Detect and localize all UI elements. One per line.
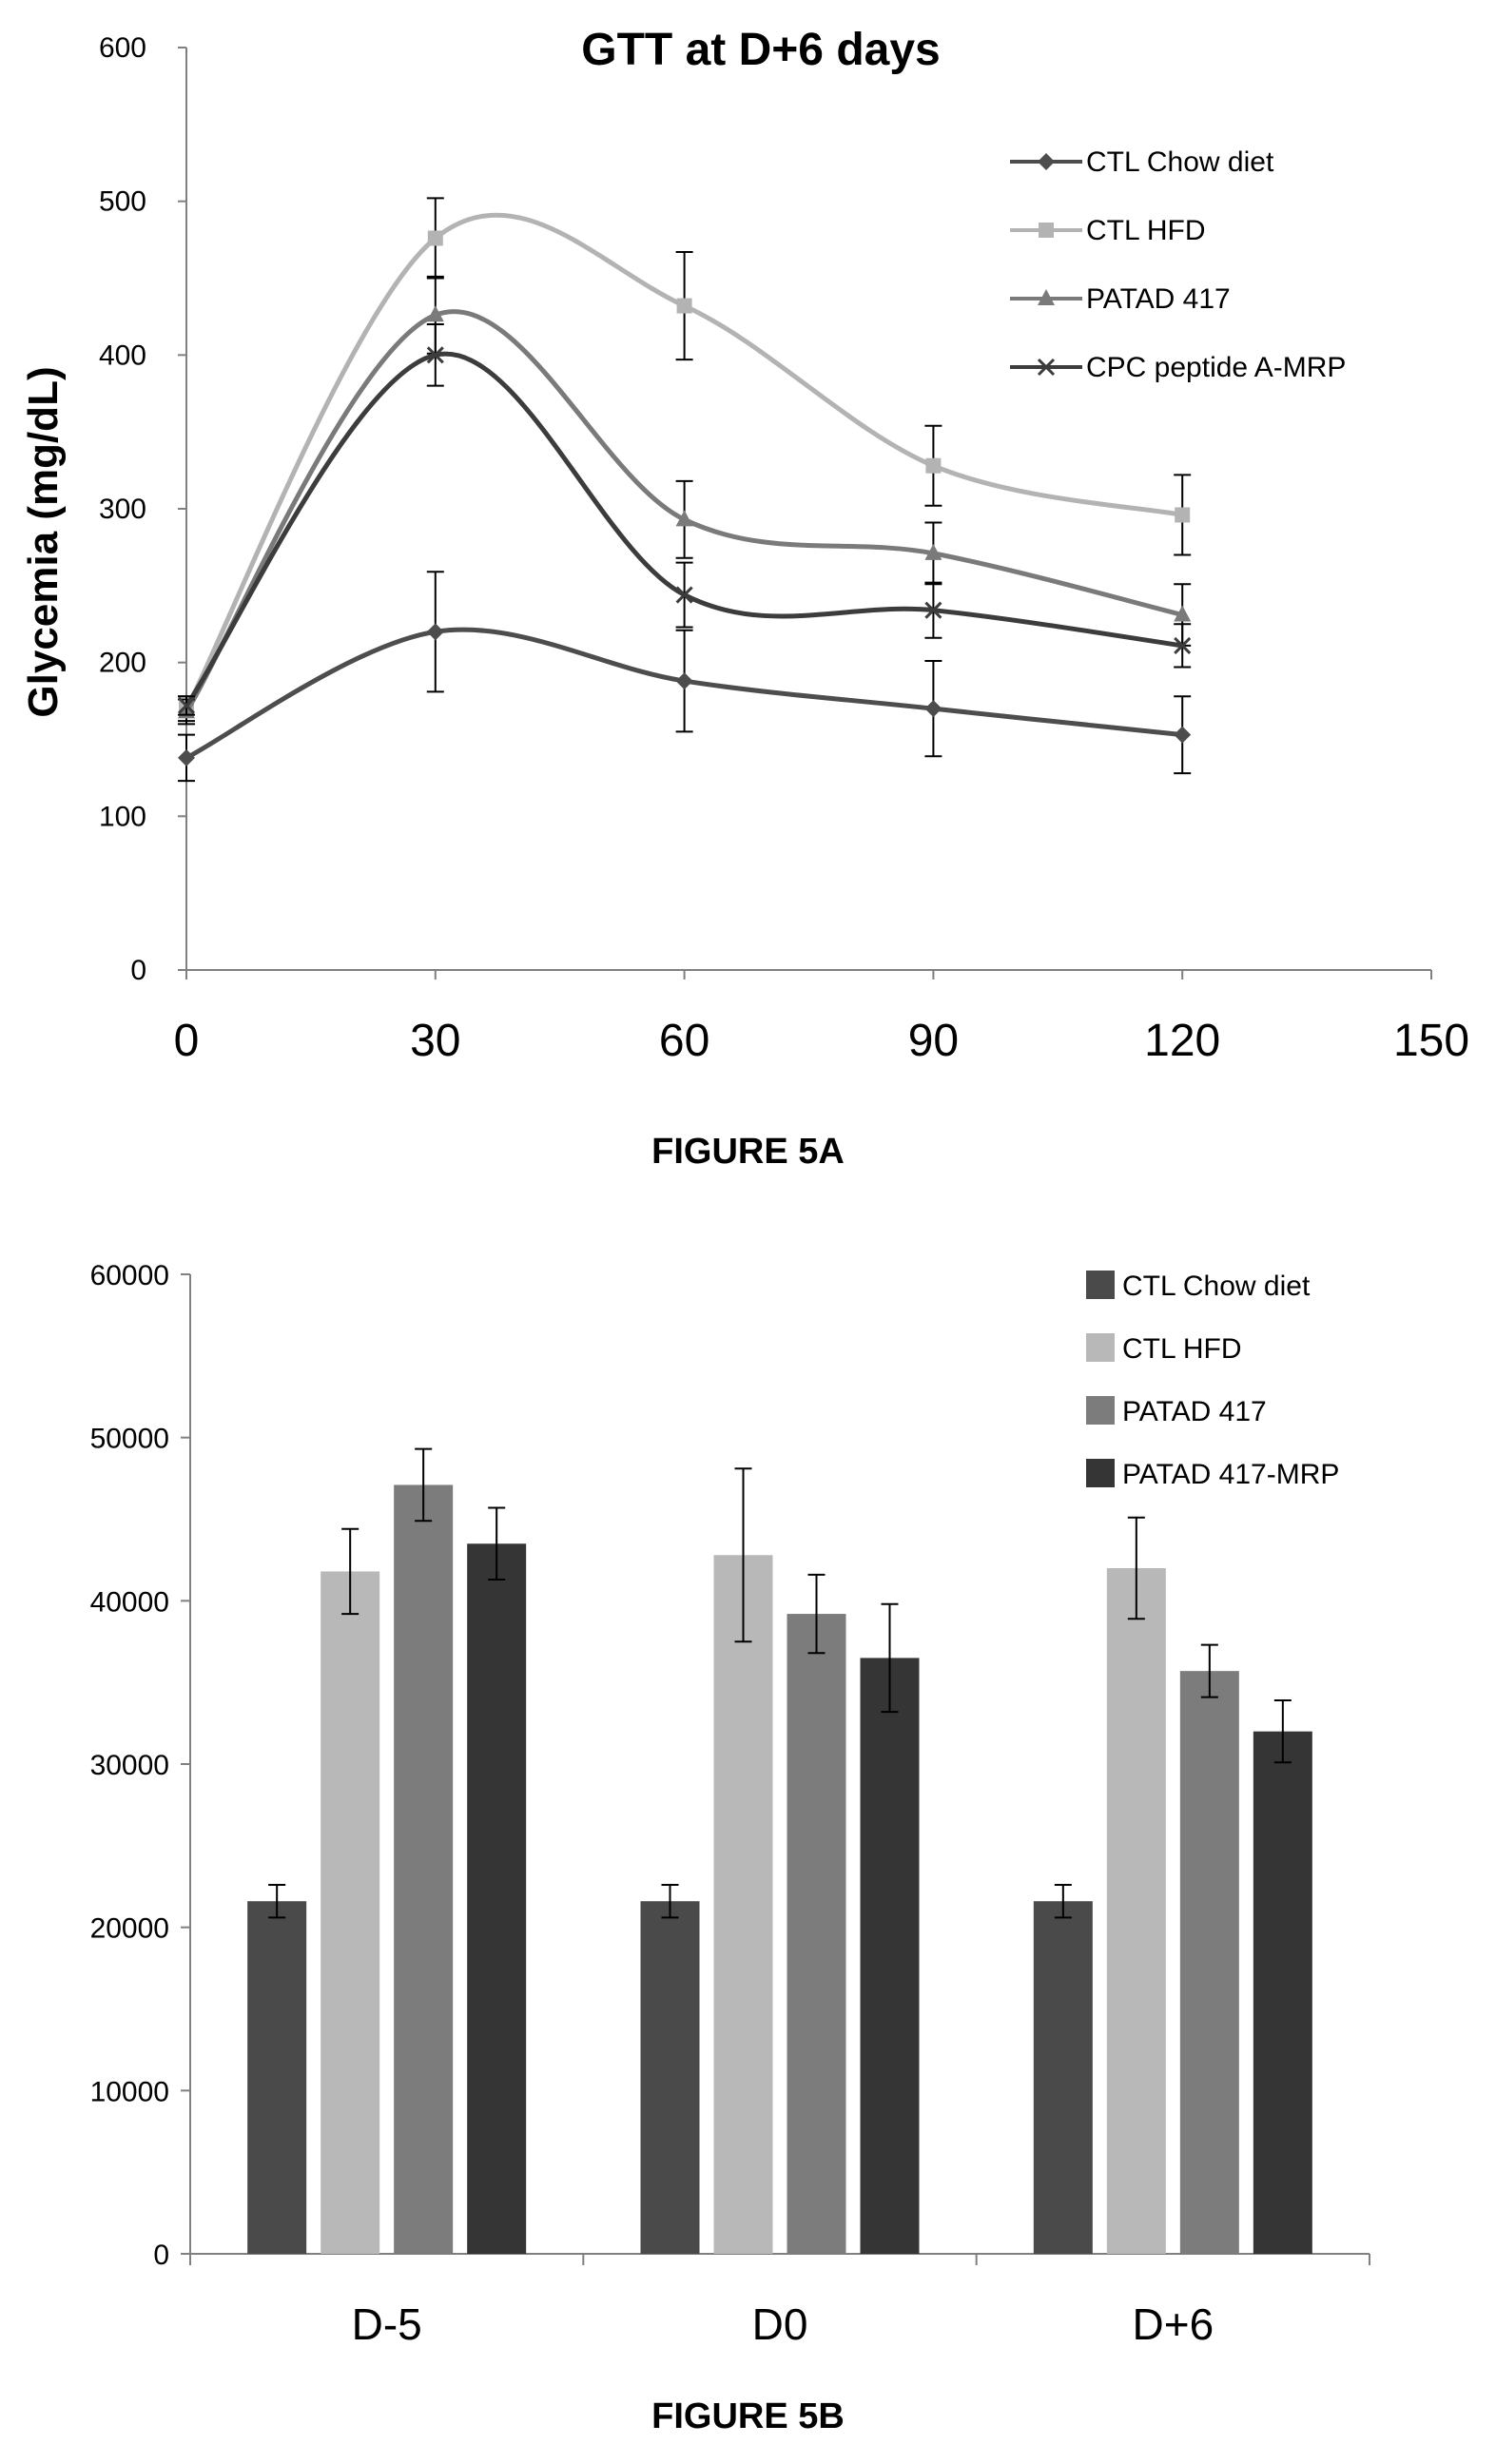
- gtt-line-chart: GTT at D+6 days Glycemia (mg/dL) 0 100 200…: [20, 25, 1469, 1066]
- y-axis-label: Glycemia (mg/dL): [20, 366, 67, 717]
- legend-marker: [1038, 153, 1055, 170]
- x-tick-label: 60: [659, 1016, 709, 1066]
- series-1: [178, 571, 1192, 783]
- bar: [787, 1614, 846, 2254]
- legend-entry: CTL Chow diet: [1086, 1271, 1311, 1302]
- x-tick-label: 120: [1144, 1016, 1220, 1066]
- series-line: [184, 212, 1183, 710]
- y-tick-label: 200: [99, 648, 146, 679]
- legend-label: CTL HFD: [1086, 215, 1206, 246]
- data-point: [426, 305, 444, 322]
- series-line: [184, 309, 1183, 713]
- x-tick-label: D0: [752, 2299, 808, 2349]
- legend-marker: [1038, 289, 1055, 305]
- x-tick-label: D+6: [1132, 2299, 1214, 2349]
- data-point: [675, 672, 693, 690]
- legend-label: PATAD 417: [1086, 283, 1231, 315]
- bar: [321, 1571, 380, 2254]
- legend: CTL Chow diet CTL HFD PATAD 417 PATAD 417-M…: [1086, 1271, 1339, 1490]
- legend-entry: CTL Chow diet: [1010, 146, 1274, 178]
- data-point: [426, 623, 444, 641]
- y-tick-label: 40000: [90, 1586, 169, 1618]
- x-tick-label: D-5: [352, 2299, 422, 2349]
- data-point: [177, 696, 196, 714]
- y-tick-label: 600: [99, 32, 146, 64]
- y-tick-label: 400: [99, 340, 146, 371]
- bar: [713, 1555, 773, 2254]
- data-point: [1174, 605, 1192, 622]
- legend-entry: PATAD 417: [1010, 283, 1231, 315]
- bar: [1253, 1731, 1312, 2254]
- series-4: [177, 323, 1192, 716]
- legend-entry: CTL HFD: [1010, 215, 1206, 246]
- data-point: [924, 543, 942, 560]
- bar: [394, 1484, 454, 2254]
- bar: [467, 1543, 527, 2254]
- data-point: [1174, 636, 1192, 654]
- legend-entry: CPC peptide A-MRP: [1010, 352, 1346, 383]
- data-point: [1175, 507, 1191, 523]
- data-point: [675, 586, 693, 604]
- axes: 0 10000 20000 30000 40000 50000 60000 D-5 D0 D+6: [90, 1260, 1370, 2349]
- legend-swatch: [1086, 1333, 1115, 1362]
- legend-swatch: [1086, 1396, 1115, 1425]
- legend-label: PATAD 417: [1122, 1396, 1267, 1427]
- data-point: [925, 457, 942, 474]
- data-point: [924, 700, 942, 718]
- figure-5b-caption: FIGURE 5B: [651, 2396, 845, 2436]
- x-tick-label: 150: [1393, 1016, 1469, 1066]
- legend-entry: PATAD 417: [1086, 1396, 1267, 1427]
- bars-group: [247, 1447, 1312, 2254]
- legend-label: CTL HFD: [1122, 1333, 1242, 1365]
- x-tick-label: 0: [174, 1016, 200, 1066]
- y-tick-label: 60000: [90, 1260, 169, 1291]
- y-tick-label: 50000: [90, 1424, 169, 1455]
- bar: [1033, 1901, 1093, 2254]
- y-tick-label: 0: [153, 2240, 169, 2271]
- bar: [1106, 1568, 1166, 2254]
- bar: [860, 1658, 920, 2254]
- legend-marker: [1039, 223, 1054, 238]
- y-tick-label: 100: [99, 801, 146, 832]
- y-tick-label: 500: [99, 186, 146, 218]
- series-line: [184, 351, 1183, 708]
- legend: CTL Chow diet CTL HFD PATAD 417 CPC peptide…: [1010, 146, 1346, 383]
- bar: [247, 1901, 307, 2254]
- data-point: [178, 748, 195, 766]
- chart-title: GTT at D+6 days: [581, 25, 940, 75]
- legend-entry: CTL HFD: [1086, 1333, 1242, 1365]
- data-point: [676, 298, 692, 314]
- y-tick-label: 30000: [90, 1750, 169, 1781]
- figure-5a-caption: FIGURE 5A: [651, 1132, 845, 1172]
- data-point: [675, 510, 693, 527]
- y-tick-label: 300: [99, 494, 146, 525]
- y-tick-label: 20000: [90, 1913, 169, 1945]
- legend-label: CPC peptide A-MRP: [1086, 352, 1346, 383]
- bar: [1179, 1671, 1239, 2254]
- data-point: [427, 230, 443, 246]
- x-tick-label: 30: [410, 1016, 460, 1066]
- data-point: [1174, 726, 1192, 744]
- legend-swatch: [1086, 1271, 1115, 1299]
- data-point: [924, 601, 942, 619]
- axes: 0 100 200 300 400 500 600 0 30 60 90 120 150: [99, 32, 1469, 1066]
- legend-entry: PATAD 417-MRP: [1086, 1459, 1339, 1490]
- legend-label: CTL Chow diet: [1122, 1271, 1311, 1302]
- y-tick-label: 0: [130, 955, 146, 986]
- legend-marker: [1037, 358, 1056, 377]
- x-tick-label: 90: [908, 1016, 959, 1066]
- y-tick-label: 10000: [90, 2076, 169, 2107]
- data-point: [426, 346, 444, 364]
- legend-label: PATAD 417-MRP: [1122, 1459, 1339, 1490]
- series-group: [177, 197, 1192, 783]
- legend-label: CTL Chow diet: [1086, 146, 1274, 178]
- bar: [640, 1901, 700, 2254]
- legend-swatch: [1086, 1459, 1115, 1487]
